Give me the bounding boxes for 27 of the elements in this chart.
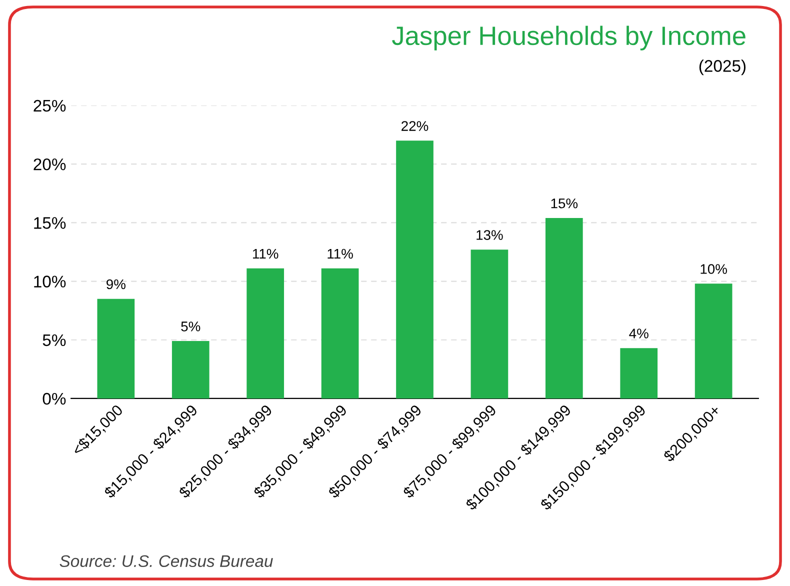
data-label: 22% [402,121,428,131]
data-label: 10% [700,264,727,274]
y-tick-label: 10% [34,276,66,288]
data-label: 15% [551,198,578,208]
data-label: 4% [629,328,648,338]
y-tick-label: 5% [42,334,66,346]
bar [620,348,658,398]
data-label: 9% [106,279,126,290]
chart-title: Jasper Households by Income [392,26,746,50]
data-label: 11% [328,248,353,259]
y-tick-label: 15% [34,217,66,229]
bar [172,341,210,398]
y-tick-label: 20% [34,158,66,170]
data-label: 5% [181,322,200,332]
source-note: Source: U.S. Census Bureau [60,555,273,568]
bar [97,298,135,398]
y-tick-label: 0% [42,392,66,405]
bar [694,284,732,398]
bar [396,140,434,398]
bar [545,218,583,398]
bar [321,268,359,398]
bar [246,268,284,398]
bar [470,250,508,398]
chart-subtitle: (2025) [699,60,746,76]
data-label: 11% [253,248,278,259]
y-tick-label: 25% [34,100,66,112]
data-label: 13% [476,230,503,240]
